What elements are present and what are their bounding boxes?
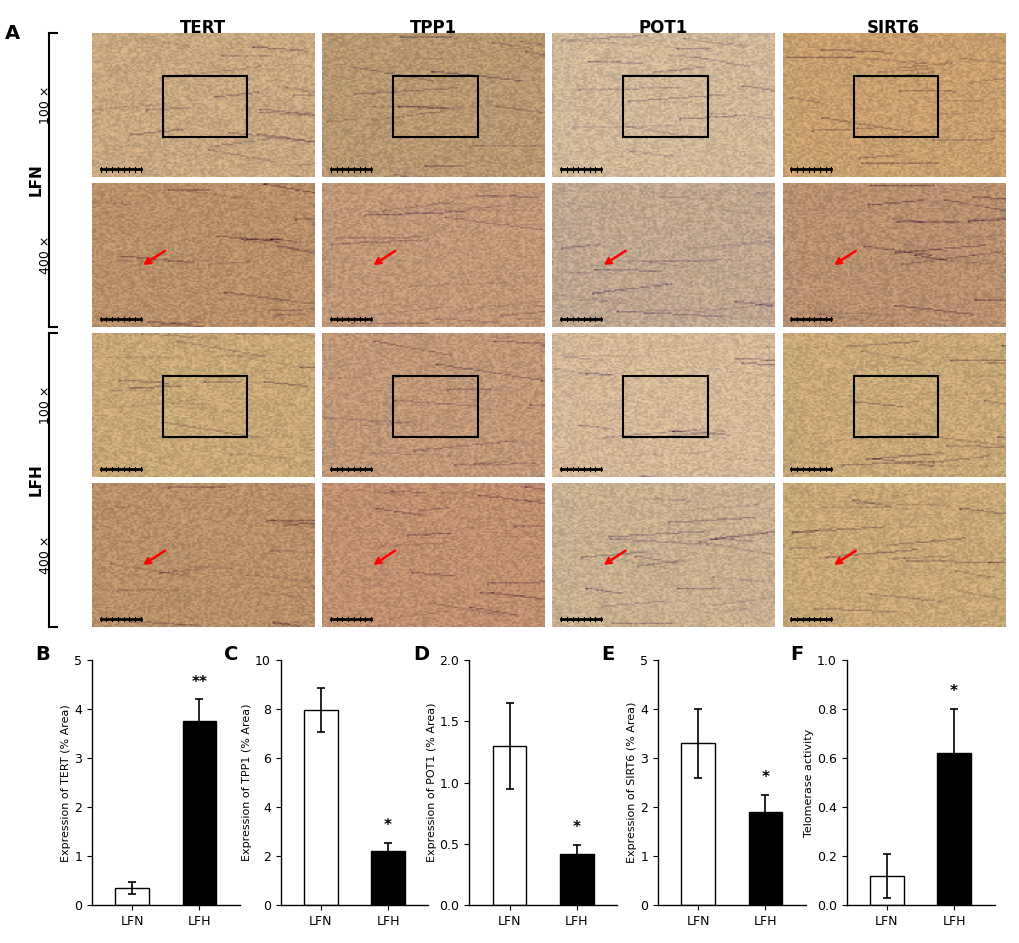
Text: LFH: LFH: [29, 464, 44, 496]
Text: 100 ×: 100 ×: [39, 386, 52, 424]
Y-axis label: Expression of TPP1 (% Area): Expression of TPP1 (% Area): [242, 703, 252, 862]
Text: 100 ×: 100 ×: [39, 86, 52, 124]
Text: *: *: [761, 770, 768, 786]
Text: C: C: [224, 645, 238, 665]
Y-axis label: Telomerase activity: Telomerase activity: [803, 729, 813, 836]
Bar: [115, 888, 149, 905]
Bar: [392, 376, 477, 437]
Bar: [492, 746, 526, 905]
Bar: [304, 710, 337, 905]
Text: LFN: LFN: [29, 164, 44, 196]
Bar: [623, 376, 707, 437]
Text: *: *: [573, 820, 580, 835]
Text: *: *: [950, 685, 957, 700]
Bar: [163, 376, 247, 437]
Bar: [869, 876, 903, 905]
Bar: [853, 76, 937, 137]
Bar: [681, 743, 714, 905]
Title: TPP1: TPP1: [410, 19, 457, 37]
Text: D: D: [413, 645, 429, 665]
Text: 400 ×: 400 ×: [39, 236, 52, 274]
Bar: [623, 76, 707, 137]
Title: POT1: POT1: [638, 19, 688, 37]
Bar: [163, 76, 247, 137]
Bar: [936, 753, 970, 905]
Y-axis label: Expression of POT1 (% Area): Expression of POT1 (% Area): [426, 703, 436, 863]
Y-axis label: Expression of TERT (% Area): Expression of TERT (% Area): [61, 703, 71, 862]
Text: F: F: [790, 645, 803, 665]
Text: B: B: [36, 645, 50, 665]
Y-axis label: Expression of SIRT6 (% Area): Expression of SIRT6 (% Area): [627, 702, 637, 864]
Title: SIRT6: SIRT6: [866, 19, 919, 37]
Title: TERT: TERT: [179, 19, 225, 37]
Text: A: A: [5, 24, 20, 42]
Text: *: *: [384, 818, 391, 833]
Bar: [853, 376, 937, 437]
Bar: [371, 852, 405, 905]
Bar: [559, 853, 593, 905]
Bar: [748, 812, 782, 905]
Bar: [392, 76, 477, 137]
Text: 400 ×: 400 ×: [39, 536, 52, 574]
Bar: [182, 721, 216, 905]
Text: E: E: [601, 645, 614, 665]
Text: **: **: [192, 674, 207, 689]
